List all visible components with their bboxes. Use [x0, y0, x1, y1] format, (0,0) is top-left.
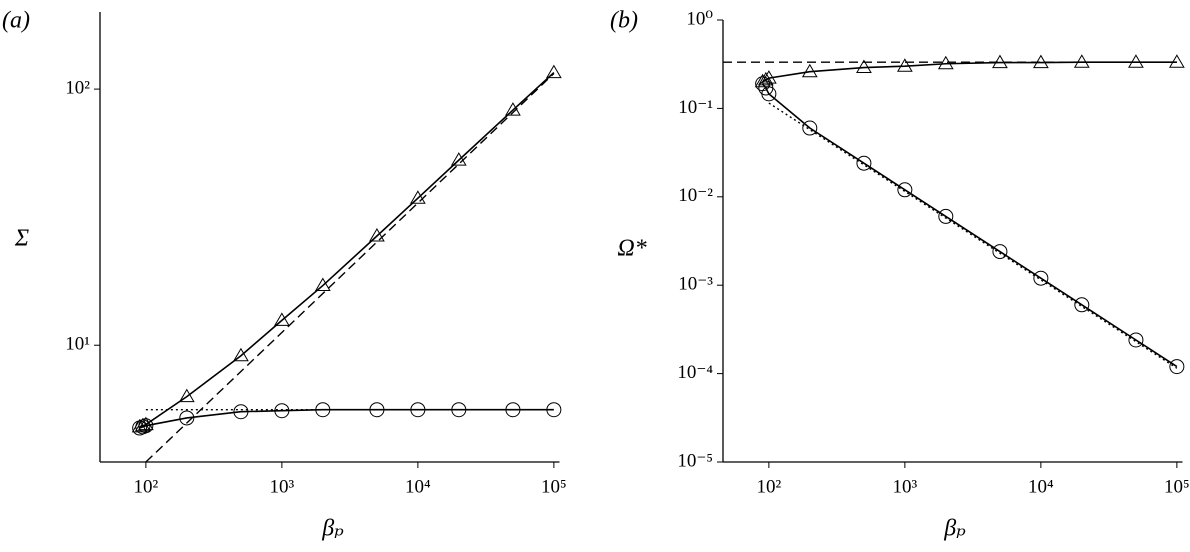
marker [801, 63, 818, 78]
y-tick-label: 10⁻² [678, 185, 713, 206]
panel-title: (b) [610, 8, 638, 34]
marker [369, 402, 385, 418]
x-tick-label: 10⁵ [1164, 476, 1190, 497]
marker [315, 402, 331, 418]
marker [761, 86, 777, 102]
marker [856, 155, 872, 171]
marker [938, 208, 954, 224]
x-tick-label: 10³ [893, 476, 918, 497]
marker [1128, 332, 1144, 348]
series-line [139, 72, 555, 428]
x-axis-label: βₚ [943, 516, 966, 542]
marker [1033, 270, 1049, 286]
marker [992, 244, 1008, 260]
marker [273, 312, 290, 326]
x-tick-label: 10³ [270, 476, 295, 497]
marker [1168, 54, 1185, 68]
y-tick-label: 10² [65, 77, 90, 98]
y-axis-label: Ω* [617, 236, 646, 262]
y-tick-label: 10⁻⁵ [677, 450, 713, 471]
marker [802, 120, 818, 136]
series-line [761, 83, 1178, 368]
x-tick-label: 10⁵ [541, 476, 567, 497]
marker [757, 71, 774, 86]
marker [1128, 54, 1144, 68]
y-axis-label: Σ [14, 226, 29, 252]
marker [450, 152, 467, 166]
marker [1073, 54, 1090, 68]
marker [546, 64, 562, 79]
x-tick-label: 10⁴ [405, 476, 431, 497]
marker [896, 58, 913, 72]
panel-title: (a) [2, 8, 30, 34]
y-tick-label: 10⁻¹ [678, 97, 713, 118]
marker [410, 402, 426, 418]
marker [274, 403, 290, 419]
marker [233, 404, 249, 420]
y-tick-label: 10⁻⁴ [677, 362, 713, 383]
series-line [768, 102, 1178, 369]
marker [897, 182, 913, 198]
x-tick-label: 10² [757, 476, 782, 497]
marker [1074, 297, 1090, 313]
marker [409, 190, 426, 204]
marker [138, 418, 154, 434]
marker [856, 59, 872, 74]
series-line [762, 61, 1177, 83]
x-tick-label: 10² [134, 476, 159, 497]
x-axis-label: βₚ [321, 516, 344, 542]
y-tick-label: 10¹ [65, 334, 90, 355]
marker [233, 347, 249, 362]
marker [369, 227, 385, 242]
marker [1169, 359, 1185, 375]
series-line [145, 73, 555, 463]
series-line [139, 408, 554, 429]
marker [179, 410, 195, 426]
y-tick-label: 10⁻³ [678, 274, 713, 295]
marker [178, 388, 195, 403]
marker [314, 277, 331, 292]
y-tick-label: 10⁰ [686, 8, 713, 29]
x-tick-label: 10⁴ [1028, 476, 1054, 497]
